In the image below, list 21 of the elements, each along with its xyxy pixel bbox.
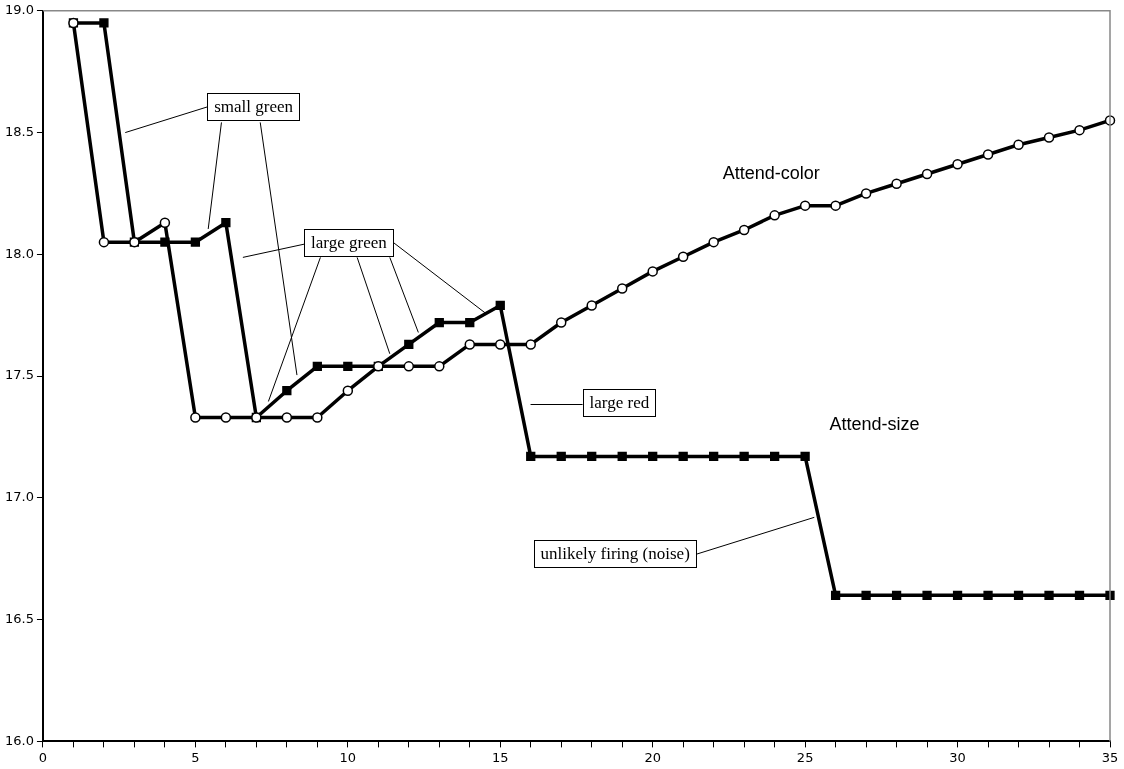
y-tick-label: 19.0 <box>4 2 34 18</box>
annotation: unlikely firing (noise) <box>533 540 697 569</box>
y-tick-label: 17.0 <box>4 489 34 505</box>
x-tick-label: 10 <box>339 749 357 765</box>
annotation: large red <box>582 389 657 418</box>
x-tick-label: 25 <box>796 749 814 765</box>
y-tick-label: 16.0 <box>4 732 34 748</box>
x-tick-label: 30 <box>949 749 966 765</box>
y-tick-label: 17.5 <box>4 367 34 383</box>
annotation: small green <box>207 92 301 121</box>
x-tick-label: 0 <box>38 749 48 765</box>
x-tick-label: 5 <box>191 749 200 765</box>
y-tick-label: 18.0 <box>4 245 34 261</box>
y-tick-label: 18.5 <box>4 123 34 139</box>
x-tick-label: 35 <box>1101 749 1119 765</box>
y-tick-label: 16.5 <box>4 611 34 627</box>
annotation: large green <box>304 228 394 257</box>
series-label: Attend-size <box>829 413 920 434</box>
series-label: Attend-color <box>722 162 820 183</box>
x-tick-label: 20 <box>644 749 661 765</box>
x-tick-label: 15 <box>491 749 509 765</box>
